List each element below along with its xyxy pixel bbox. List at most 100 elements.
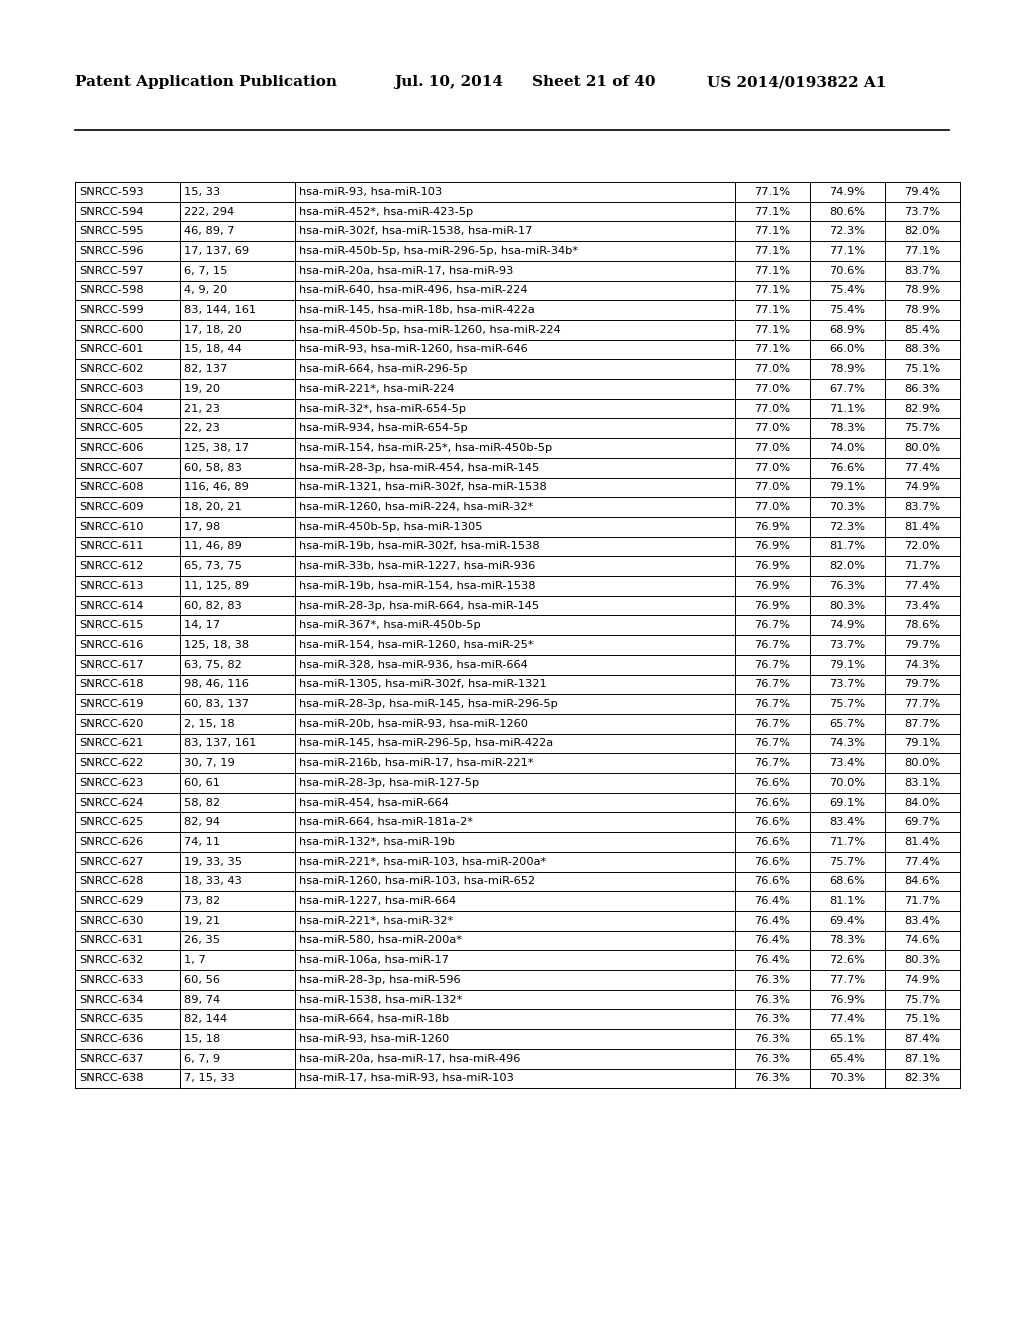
Text: SNRCC-600: SNRCC-600	[79, 325, 143, 335]
Text: 87.4%: 87.4%	[904, 1034, 940, 1044]
Text: 19, 20: 19, 20	[184, 384, 220, 393]
Text: hsa-miR-20a, hsa-miR-17, hsa-miR-93: hsa-miR-20a, hsa-miR-17, hsa-miR-93	[299, 265, 513, 276]
Text: hsa-miR-452*, hsa-miR-423-5p: hsa-miR-452*, hsa-miR-423-5p	[299, 206, 473, 216]
Text: hsa-miR-1227, hsa-miR-664: hsa-miR-1227, hsa-miR-664	[299, 896, 456, 906]
Text: hsa-miR-1260, hsa-miR-103, hsa-miR-652: hsa-miR-1260, hsa-miR-103, hsa-miR-652	[299, 876, 536, 886]
Text: 74.3%: 74.3%	[904, 660, 940, 669]
Text: hsa-miR-221*, hsa-miR-224: hsa-miR-221*, hsa-miR-224	[299, 384, 455, 393]
Text: 46, 89, 7: 46, 89, 7	[184, 226, 234, 236]
Text: 17, 18, 20: 17, 18, 20	[184, 325, 242, 335]
Text: hsa-miR-216b, hsa-miR-17, hsa-miR-221*: hsa-miR-216b, hsa-miR-17, hsa-miR-221*	[299, 758, 534, 768]
Text: 76.6%: 76.6%	[829, 462, 865, 473]
Text: hsa-miR-145, hsa-miR-18b, hsa-miR-422a: hsa-miR-145, hsa-miR-18b, hsa-miR-422a	[299, 305, 535, 315]
Text: SNRCC-614: SNRCC-614	[79, 601, 143, 611]
Text: SNRCC-632: SNRCC-632	[79, 956, 143, 965]
Text: 98, 46, 116: 98, 46, 116	[184, 680, 249, 689]
Text: SNRCC-618: SNRCC-618	[79, 680, 143, 689]
Text: 77.1%: 77.1%	[755, 187, 791, 197]
Text: 60, 82, 83: 60, 82, 83	[184, 601, 242, 611]
Text: 67.7%: 67.7%	[829, 384, 865, 393]
Text: 73, 82: 73, 82	[184, 896, 220, 906]
Text: 6, 7, 9: 6, 7, 9	[184, 1053, 220, 1064]
Text: 116, 46, 89: 116, 46, 89	[184, 482, 249, 492]
Text: 77.0%: 77.0%	[755, 444, 791, 453]
Text: 77.0%: 77.0%	[755, 364, 791, 374]
Text: 68.9%: 68.9%	[829, 325, 865, 335]
Text: 65, 73, 75: 65, 73, 75	[184, 561, 242, 572]
Text: 74, 11: 74, 11	[184, 837, 220, 847]
Text: 75.7%: 75.7%	[904, 994, 941, 1005]
Text: 60, 56: 60, 56	[184, 975, 220, 985]
Text: 72.3%: 72.3%	[829, 521, 865, 532]
Text: 76.7%: 76.7%	[755, 758, 791, 768]
Text: 76.7%: 76.7%	[755, 719, 791, 729]
Text: hsa-miR-28-3p, hsa-miR-596: hsa-miR-28-3p, hsa-miR-596	[299, 975, 461, 985]
Text: SNRCC-610: SNRCC-610	[79, 521, 143, 532]
Text: 71.7%: 71.7%	[904, 561, 941, 572]
Text: SNRCC-636: SNRCC-636	[79, 1034, 143, 1044]
Text: 26, 35: 26, 35	[184, 936, 220, 945]
Text: 84.0%: 84.0%	[904, 797, 940, 808]
Text: 83.1%: 83.1%	[904, 777, 941, 788]
Text: 76.9%: 76.9%	[755, 561, 791, 572]
Text: 77.7%: 77.7%	[904, 700, 941, 709]
Text: 81.4%: 81.4%	[904, 837, 940, 847]
Text: SNRCC-612: SNRCC-612	[79, 561, 143, 572]
Text: hsa-miR-106a, hsa-miR-17: hsa-miR-106a, hsa-miR-17	[299, 956, 449, 965]
Text: hsa-miR-1538, hsa-miR-132*: hsa-miR-1538, hsa-miR-132*	[299, 994, 462, 1005]
Text: SNRCC-599: SNRCC-599	[79, 305, 143, 315]
Text: 80.3%: 80.3%	[904, 956, 941, 965]
Text: 74.9%: 74.9%	[829, 187, 865, 197]
Text: 77.0%: 77.0%	[755, 404, 791, 413]
Text: SNRCC-601: SNRCC-601	[79, 345, 143, 355]
Text: 80.3%: 80.3%	[829, 601, 865, 611]
Text: 30, 7, 19: 30, 7, 19	[184, 758, 234, 768]
Text: hsa-miR-1260, hsa-miR-224, hsa-miR-32*: hsa-miR-1260, hsa-miR-224, hsa-miR-32*	[299, 502, 534, 512]
Text: 18, 33, 43: 18, 33, 43	[184, 876, 242, 886]
Text: 75.4%: 75.4%	[829, 285, 865, 296]
Text: 76.9%: 76.9%	[755, 581, 791, 591]
Text: SNRCC-595: SNRCC-595	[79, 226, 143, 236]
Text: 83, 137, 161: 83, 137, 161	[184, 738, 256, 748]
Text: 75.7%: 75.7%	[829, 700, 865, 709]
Text: hsa-miR-19b, hsa-miR-154, hsa-miR-1538: hsa-miR-19b, hsa-miR-154, hsa-miR-1538	[299, 581, 536, 591]
Text: 79.7%: 79.7%	[904, 640, 941, 649]
Text: 76.9%: 76.9%	[755, 601, 791, 611]
Text: SNRCC-594: SNRCC-594	[79, 206, 143, 216]
Text: 70.0%: 70.0%	[829, 777, 865, 788]
Text: 19, 21: 19, 21	[184, 916, 220, 925]
Text: 76.3%: 76.3%	[829, 581, 865, 591]
Text: 81.7%: 81.7%	[829, 541, 865, 552]
Text: SNRCC-596: SNRCC-596	[79, 246, 143, 256]
Text: 77.0%: 77.0%	[755, 424, 791, 433]
Text: SNRCC-613: SNRCC-613	[79, 581, 143, 591]
Text: 78.3%: 78.3%	[829, 936, 865, 945]
Text: hsa-miR-132*, hsa-miR-19b: hsa-miR-132*, hsa-miR-19b	[299, 837, 455, 847]
Text: 77.4%: 77.4%	[829, 1014, 865, 1024]
Text: 82, 137: 82, 137	[184, 364, 227, 374]
Text: 77.1%: 77.1%	[829, 246, 865, 256]
Text: 15, 33: 15, 33	[184, 187, 220, 197]
Text: SNRCC-638: SNRCC-638	[79, 1073, 143, 1084]
Text: 80.0%: 80.0%	[904, 758, 941, 768]
Text: 83, 144, 161: 83, 144, 161	[184, 305, 256, 315]
Text: SNRCC-637: SNRCC-637	[79, 1053, 143, 1064]
Text: 82, 144: 82, 144	[184, 1014, 227, 1024]
Text: 19, 33, 35: 19, 33, 35	[184, 857, 242, 867]
Text: SNRCC-629: SNRCC-629	[79, 896, 143, 906]
Text: 75.7%: 75.7%	[904, 424, 941, 433]
Text: SNRCC-603: SNRCC-603	[79, 384, 143, 393]
Text: SNRCC-626: SNRCC-626	[79, 837, 143, 847]
Text: 60, 61: 60, 61	[184, 777, 220, 788]
Text: 2, 15, 18: 2, 15, 18	[184, 719, 234, 729]
Text: 87.7%: 87.7%	[904, 719, 941, 729]
Text: 79.4%: 79.4%	[904, 187, 940, 197]
Text: 76.6%: 76.6%	[755, 857, 791, 867]
Text: hsa-miR-450b-5p, hsa-miR-296-5p, hsa-miR-34b*: hsa-miR-450b-5p, hsa-miR-296-5p, hsa-miR…	[299, 246, 578, 256]
Text: 76.6%: 76.6%	[755, 837, 791, 847]
Text: 74.9%: 74.9%	[829, 620, 865, 630]
Text: 77.1%: 77.1%	[755, 265, 791, 276]
Text: hsa-miR-28-3p, hsa-miR-454, hsa-miR-145: hsa-miR-28-3p, hsa-miR-454, hsa-miR-145	[299, 462, 540, 473]
Text: 77.1%: 77.1%	[755, 246, 791, 256]
Text: SNRCC-615: SNRCC-615	[79, 620, 143, 630]
